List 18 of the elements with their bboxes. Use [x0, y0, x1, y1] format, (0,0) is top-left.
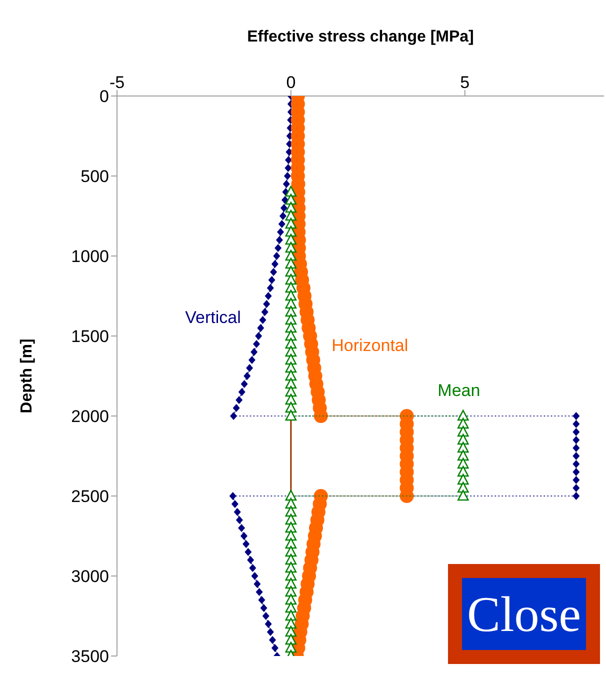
series-label: Vertical	[185, 308, 241, 328]
y-tick-label: 500	[80, 167, 109, 186]
y-tick-label: 0	[100, 87, 109, 106]
annotation: Close	[462, 578, 586, 650]
y-tick-label: 1500	[71, 327, 109, 346]
series-label: Mean	[438, 381, 480, 402]
y-tick-label: 2500	[71, 487, 109, 506]
x-tick-label: -5	[109, 73, 125, 92]
x-tick-label: 0	[286, 73, 296, 92]
y-axis-title: Depth [m]	[18, 338, 36, 414]
y-tick-label: 2000	[71, 407, 109, 426]
y-tick-label: 3500	[71, 647, 109, 666]
x-axis-title: Effective stress change [MPa]	[247, 28, 474, 46]
y-tick-label: 1000	[71, 247, 109, 266]
y-tick-label: 3000	[71, 567, 109, 586]
series-label: Horizontal	[332, 336, 408, 356]
close-button: Close	[448, 564, 600, 664]
x-tick-label: 5	[460, 73, 470, 92]
